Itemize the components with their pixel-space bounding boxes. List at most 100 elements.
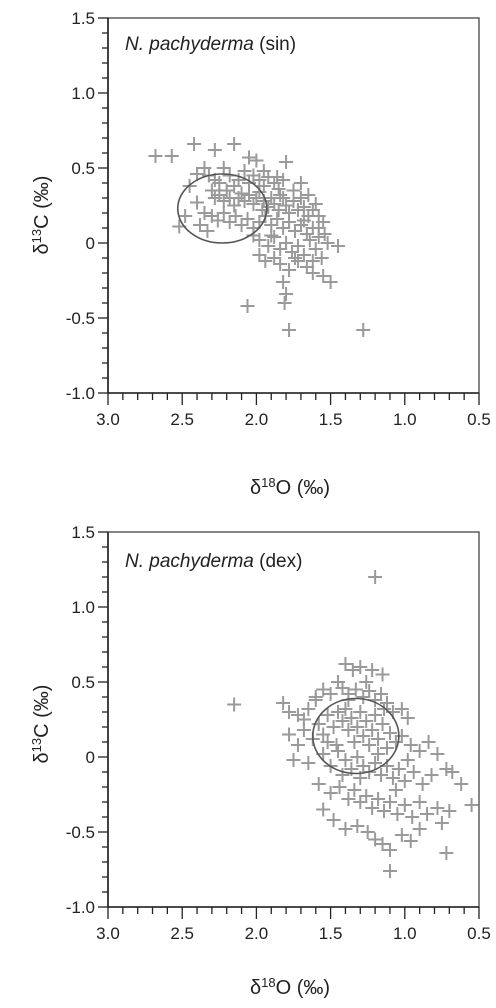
x-axis: 3.0 2.5 2.0 1.5 1.0 0.5 bbox=[96, 393, 491, 429]
data-point bbox=[368, 570, 383, 584]
y-tick-label: -0.5 bbox=[66, 823, 95, 842]
data-point bbox=[282, 323, 297, 337]
data-point bbox=[204, 183, 219, 198]
data-point bbox=[434, 816, 449, 830]
y-tick-label: 1.0 bbox=[71, 84, 95, 103]
data-point bbox=[240, 212, 255, 226]
data-point bbox=[190, 167, 205, 181]
data-point bbox=[371, 732, 386, 746]
data-point bbox=[388, 783, 403, 797]
data-point bbox=[308, 242, 323, 256]
data-point bbox=[296, 248, 311, 262]
data-point bbox=[365, 663, 380, 677]
data-point bbox=[374, 768, 389, 782]
data-point bbox=[379, 696, 394, 710]
chart-sin: N. pachyderma (sin) 1.5 1.0 0.5 0 -0.5 -1.0 3… bbox=[29, 9, 491, 499]
data-point bbox=[353, 660, 368, 674]
data-point bbox=[193, 218, 208, 232]
data-point bbox=[234, 186, 249, 201]
data-point bbox=[279, 287, 294, 301]
data-point bbox=[356, 729, 371, 743]
data-point bbox=[200, 224, 215, 238]
data-point bbox=[329, 738, 344, 752]
reference-ellipse bbox=[311, 697, 400, 775]
data-point bbox=[390, 807, 405, 821]
y-tick-label: 0 bbox=[86, 748, 95, 767]
data-point bbox=[359, 789, 374, 803]
data-point bbox=[296, 213, 311, 228]
x-tick-label: 2.5 bbox=[170, 924, 194, 943]
data-point bbox=[320, 735, 335, 749]
data-point bbox=[227, 697, 242, 712]
data-point bbox=[282, 705, 297, 719]
x-tick-label: 1.5 bbox=[319, 410, 343, 429]
data-point bbox=[216, 161, 231, 175]
data-point bbox=[237, 164, 252, 178]
data-point bbox=[311, 717, 326, 731]
data-point bbox=[365, 801, 380, 815]
data-point bbox=[187, 137, 202, 151]
data-point bbox=[249, 191, 264, 205]
data-point bbox=[222, 215, 237, 229]
y-tick-label: -0.5 bbox=[66, 309, 95, 328]
data-point bbox=[302, 233, 317, 247]
data-point bbox=[359, 675, 374, 689]
data-point bbox=[344, 711, 359, 725]
data-point bbox=[314, 251, 329, 265]
data-point bbox=[412, 744, 427, 758]
data-point bbox=[379, 741, 394, 755]
data-point bbox=[362, 684, 377, 698]
data-point bbox=[210, 213, 225, 228]
x-tick-label: 3.0 bbox=[96, 924, 120, 943]
data-point bbox=[252, 248, 267, 262]
data-point bbox=[286, 753, 301, 767]
data-point bbox=[267, 251, 282, 265]
data-point bbox=[241, 176, 256, 190]
data-point bbox=[317, 227, 332, 241]
data-point bbox=[241, 150, 256, 165]
data-point bbox=[403, 834, 418, 848]
data-point bbox=[277, 296, 292, 310]
data-point bbox=[323, 275, 338, 289]
data-point bbox=[261, 200, 276, 214]
data-point bbox=[368, 708, 383, 722]
data-point bbox=[323, 786, 338, 800]
data-point bbox=[375, 667, 390, 682]
data-point bbox=[267, 230, 282, 244]
data-point bbox=[258, 254, 273, 268]
data-point bbox=[345, 663, 360, 677]
data-point bbox=[240, 299, 255, 313]
data-point bbox=[287, 251, 302, 265]
x-tick-label: 2.0 bbox=[245, 410, 269, 429]
x-tick-label: 2.0 bbox=[245, 924, 269, 943]
data-point bbox=[290, 738, 305, 752]
plot-frame bbox=[107, 531, 480, 908]
data-point bbox=[362, 738, 377, 752]
data-point bbox=[439, 762, 454, 776]
data-point bbox=[377, 804, 392, 818]
data-point bbox=[287, 224, 302, 238]
data-point bbox=[375, 717, 390, 731]
data-point bbox=[394, 729, 409, 743]
data-point bbox=[316, 269, 331, 283]
data-point bbox=[296, 200, 311, 214]
data-point bbox=[311, 221, 326, 235]
data-point bbox=[353, 705, 368, 719]
data-point bbox=[273, 188, 288, 202]
y-axis-title: δ13C (‰) bbox=[29, 176, 54, 255]
data-point bbox=[412, 822, 427, 836]
data-point bbox=[241, 188, 256, 202]
data-point bbox=[371, 792, 386, 806]
data-point bbox=[285, 245, 300, 259]
x-axis-title: δ18O (‰) bbox=[250, 475, 330, 500]
data-point bbox=[308, 690, 323, 704]
x-tick-label: 3.0 bbox=[96, 410, 120, 429]
data-point bbox=[375, 837, 390, 851]
data-point bbox=[290, 254, 305, 268]
data-point bbox=[270, 212, 285, 226]
data-point bbox=[338, 657, 353, 671]
data-point bbox=[252, 233, 267, 247]
data-point bbox=[299, 260, 314, 274]
data-point bbox=[350, 819, 365, 833]
